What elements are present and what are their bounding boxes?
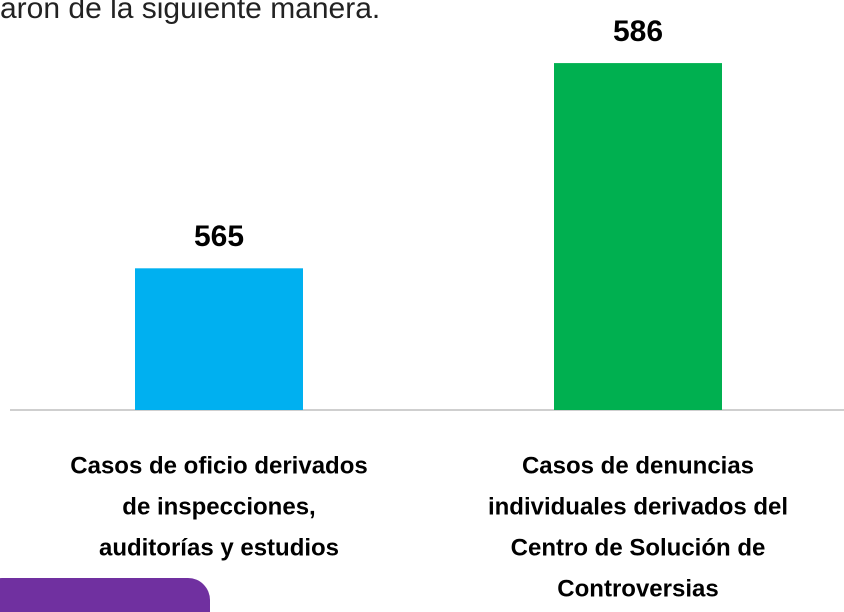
decoration — [0, 578, 210, 612]
x-tick-label: de inspecciones, — [122, 493, 315, 520]
x-tick-label: auditorías y estudios — [99, 534, 339, 561]
x-tick-label: Casos de oficio derivados — [70, 452, 367, 479]
chart-title: aron de la siguiente manera. — [0, 0, 380, 25]
bar — [135, 268, 303, 410]
value-label: 586 — [613, 15, 663, 48]
value-label: 565 — [194, 220, 244, 253]
x-tick-label: Controversias — [557, 575, 718, 602]
x-tick-label: Centro de Solución de — [511, 534, 766, 561]
x-tick-label: individuales derivados del — [488, 493, 788, 520]
bar — [554, 63, 722, 410]
x-tick-label: Casos de denuncias — [522, 452, 754, 479]
